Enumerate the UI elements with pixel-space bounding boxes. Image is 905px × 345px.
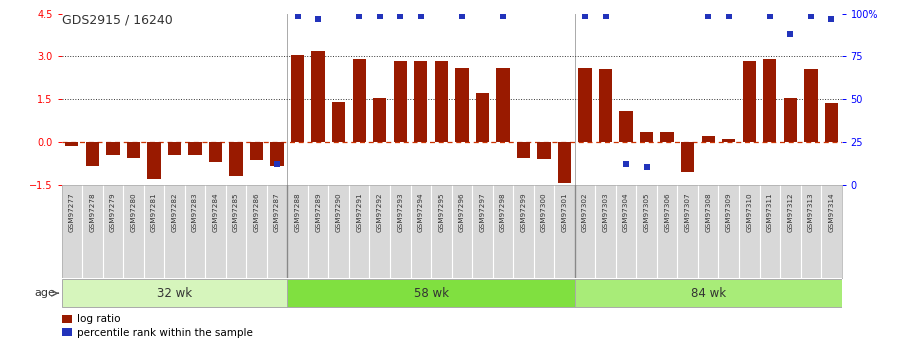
Text: GSM97314: GSM97314	[828, 192, 834, 231]
Bar	[311, 51, 325, 142]
Text: age: age	[34, 288, 55, 298]
Text: GSM97286: GSM97286	[253, 192, 260, 231]
Text: GSM97300: GSM97300	[541, 192, 547, 231]
Bar	[229, 142, 243, 176]
Text: GSM97289: GSM97289	[315, 192, 321, 231]
Text: GSM97296: GSM97296	[459, 192, 465, 231]
Bar	[373, 98, 386, 142]
Text: GSM97294: GSM97294	[418, 192, 424, 231]
Text: GSM97279: GSM97279	[110, 192, 116, 231]
Text: GSM97307: GSM97307	[685, 192, 691, 231]
Bar	[455, 68, 469, 142]
Bar	[271, 142, 284, 166]
Bar	[640, 132, 653, 142]
Bar	[824, 104, 838, 142]
Bar	[496, 68, 510, 142]
Bar	[127, 142, 140, 158]
Bar	[619, 110, 633, 142]
Bar	[288, 279, 575, 307]
Text: GSM97312: GSM97312	[787, 192, 794, 231]
Bar	[599, 69, 613, 142]
Bar	[578, 68, 592, 142]
Bar	[86, 142, 99, 166]
Text: GSM97292: GSM97292	[376, 192, 383, 231]
Text: GSM97283: GSM97283	[192, 192, 198, 231]
Bar	[575, 279, 842, 307]
Text: GSM97285: GSM97285	[233, 192, 239, 231]
Text: GSM97293: GSM97293	[397, 192, 404, 231]
Text: GSM97288: GSM97288	[295, 192, 300, 231]
Text: GSM97280: GSM97280	[130, 192, 137, 231]
Text: GSM97302: GSM97302	[582, 192, 588, 231]
Bar	[722, 139, 736, 142]
Bar	[476, 93, 489, 142]
Text: 84 wk: 84 wk	[691, 287, 726, 300]
Bar	[434, 61, 448, 142]
Text: GSM97305: GSM97305	[643, 192, 650, 231]
Text: GSM97291: GSM97291	[357, 192, 362, 231]
Bar	[62, 279, 288, 307]
Bar	[106, 142, 119, 155]
Text: GSM97277: GSM97277	[69, 192, 75, 231]
Bar	[250, 142, 263, 160]
Bar	[763, 59, 776, 142]
Bar	[65, 142, 79, 146]
Text: GSM97303: GSM97303	[603, 192, 608, 231]
Text: GSM97301: GSM97301	[561, 192, 567, 231]
Text: GSM97304: GSM97304	[624, 192, 629, 231]
Text: GDS2915 / 16240: GDS2915 / 16240	[62, 14, 172, 27]
Bar	[701, 136, 715, 142]
Text: GSM97295: GSM97295	[438, 192, 444, 231]
Text: GSM97309: GSM97309	[726, 192, 732, 231]
Text: GSM97306: GSM97306	[664, 192, 670, 231]
Legend: log ratio, percentile rank within the sample: log ratio, percentile rank within the sa…	[62, 314, 253, 338]
Text: GSM97284: GSM97284	[213, 192, 218, 231]
Bar	[209, 142, 223, 162]
Bar	[517, 142, 530, 158]
Bar	[538, 142, 550, 159]
Text: GSM97282: GSM97282	[171, 192, 177, 231]
Bar	[743, 61, 756, 142]
Text: GSM97299: GSM97299	[520, 192, 527, 231]
Text: GSM97308: GSM97308	[705, 192, 711, 231]
Text: 32 wk: 32 wk	[157, 287, 192, 300]
Text: GSM97287: GSM97287	[274, 192, 280, 231]
Text: GSM97298: GSM97298	[500, 192, 506, 231]
Bar	[167, 142, 181, 155]
Text: GSM97290: GSM97290	[336, 192, 342, 231]
Text: GSM97278: GSM97278	[90, 192, 95, 231]
Bar	[332, 102, 346, 142]
Bar	[353, 59, 366, 142]
Text: GSM97313: GSM97313	[808, 192, 814, 231]
Text: GSM97297: GSM97297	[480, 192, 485, 231]
Bar	[414, 61, 427, 142]
Text: 58 wk: 58 wk	[414, 287, 449, 300]
Bar	[291, 55, 304, 142]
Bar	[661, 132, 674, 142]
Bar	[681, 142, 694, 172]
Bar	[784, 98, 797, 142]
Text: GSM97310: GSM97310	[747, 192, 752, 231]
Bar	[557, 142, 571, 183]
Bar	[394, 61, 407, 142]
Bar	[148, 142, 160, 179]
Text: GSM97311: GSM97311	[767, 192, 773, 231]
Bar	[188, 142, 202, 155]
Text: GSM97281: GSM97281	[151, 192, 157, 231]
Bar	[805, 69, 817, 142]
